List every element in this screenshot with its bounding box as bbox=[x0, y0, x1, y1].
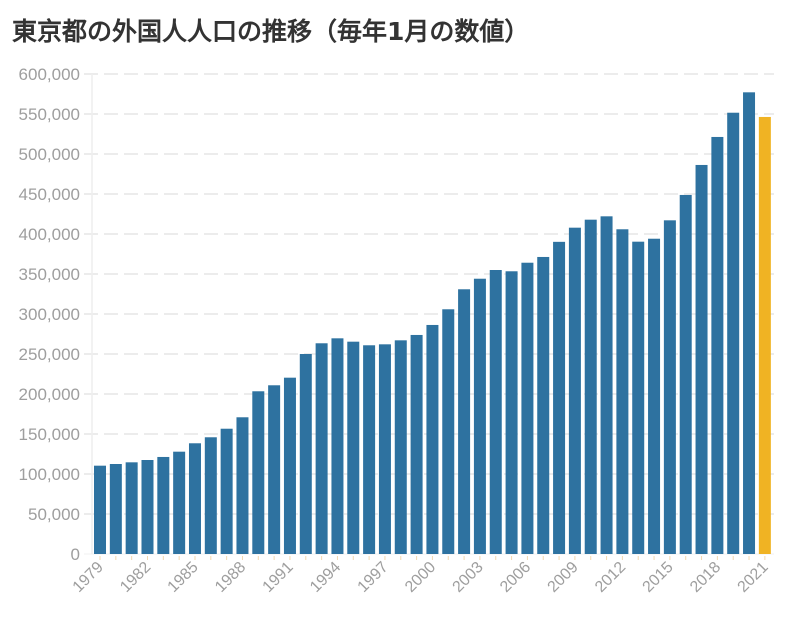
bar-2005 bbox=[505, 271, 518, 554]
bars bbox=[94, 92, 771, 555]
bar-1996 bbox=[363, 345, 376, 554]
bar-2010 bbox=[584, 219, 597, 554]
bar-2018 bbox=[711, 136, 724, 554]
bar-1999 bbox=[410, 334, 423, 554]
bar-2000 bbox=[426, 324, 439, 554]
y-tick-label: 0 bbox=[71, 545, 80, 564]
y-tick-label: 600,000 bbox=[19, 65, 80, 84]
y-tick-label: 250,000 bbox=[19, 345, 80, 364]
x-tick-label: 2012 bbox=[592, 559, 629, 596]
bar-2001 bbox=[442, 309, 455, 554]
bar-2020 bbox=[743, 92, 756, 554]
y-tick-label: 150,000 bbox=[19, 425, 80, 444]
bar-1979 bbox=[94, 465, 106, 554]
x-tick-label: 2003 bbox=[450, 559, 487, 596]
x-tick-label: 2015 bbox=[640, 559, 677, 596]
bar-2013 bbox=[632, 241, 645, 554]
bar-1981 bbox=[125, 462, 138, 554]
x-tick-label: 1994 bbox=[307, 559, 344, 596]
bar-2012 bbox=[616, 229, 629, 554]
y-tick-label: 350,000 bbox=[19, 265, 80, 284]
chart-title: 東京都の外国人人口の推移（毎年1月の数値） bbox=[12, 17, 530, 46]
x-tick-label: 1997 bbox=[355, 559, 392, 596]
bar-1992 bbox=[299, 354, 312, 554]
bar-1984 bbox=[173, 451, 186, 554]
x-tick-label: 2000 bbox=[402, 559, 439, 596]
x-tick-label: 1991 bbox=[260, 559, 297, 596]
bar-2014 bbox=[648, 238, 661, 554]
bar-1985 bbox=[188, 443, 201, 554]
y-tick-label: 550,000 bbox=[19, 105, 80, 124]
y-tick-label: 400,000 bbox=[19, 225, 80, 244]
bar-2008 bbox=[553, 241, 566, 554]
y-tick-label: 450,000 bbox=[19, 185, 80, 204]
bar-2017 bbox=[695, 164, 708, 554]
x-tick-label: 1985 bbox=[165, 559, 202, 596]
bar-1993 bbox=[315, 343, 328, 554]
x-tick-label: 2018 bbox=[687, 559, 724, 596]
bar-1991 bbox=[283, 377, 296, 554]
x-tick-label: 1988 bbox=[212, 559, 249, 596]
bar-2015 bbox=[663, 220, 676, 554]
bar-2011 bbox=[600, 216, 613, 554]
bar-2002 bbox=[458, 289, 471, 554]
y-tick-label: 200,000 bbox=[19, 385, 80, 404]
bar-2007 bbox=[537, 256, 550, 554]
x-tick-label: 1982 bbox=[117, 559, 154, 596]
bar-1997 bbox=[378, 344, 391, 554]
bar-1988 bbox=[236, 417, 249, 554]
bar-1983 bbox=[157, 456, 170, 554]
bar-2016 bbox=[679, 194, 692, 554]
bar-1987 bbox=[220, 428, 233, 554]
x-tick-label: 2021 bbox=[734, 559, 771, 596]
bar-1986 bbox=[204, 437, 217, 554]
x-tick-label: 2009 bbox=[545, 559, 582, 596]
bar-1989 bbox=[252, 391, 265, 554]
bar-2009 bbox=[568, 227, 581, 554]
x-axis-labels: 1979 1982 1985 1988 1991 1994 1997 2000 2003 2006… bbox=[70, 559, 772, 596]
x-tick-label: 2006 bbox=[497, 559, 534, 596]
bar-1990 bbox=[268, 385, 281, 554]
y-axis-labels: 0 50,000 100,000 150,000 200,000 250,000 300,0… bbox=[19, 65, 80, 564]
bar-1995 bbox=[347, 341, 360, 554]
y-tick-label: 50,000 bbox=[28, 505, 80, 524]
y-tick-label: 500,000 bbox=[19, 145, 80, 164]
bar-2019 bbox=[727, 112, 740, 554]
bar-2021 bbox=[758, 116, 771, 555]
x-axis-ticks bbox=[99, 556, 766, 560]
bar-1994 bbox=[331, 338, 344, 554]
y-tick-label: 100,000 bbox=[19, 465, 80, 484]
x-tick-label: 1979 bbox=[70, 559, 107, 596]
bar-1980 bbox=[109, 464, 122, 554]
bar-1998 bbox=[394, 340, 407, 554]
bar-2003 bbox=[473, 278, 486, 554]
y-tick-label: 300,000 bbox=[19, 305, 80, 324]
bar-2004 bbox=[489, 270, 502, 554]
bar-1982 bbox=[141, 460, 154, 554]
bar-2006 bbox=[521, 262, 534, 554]
